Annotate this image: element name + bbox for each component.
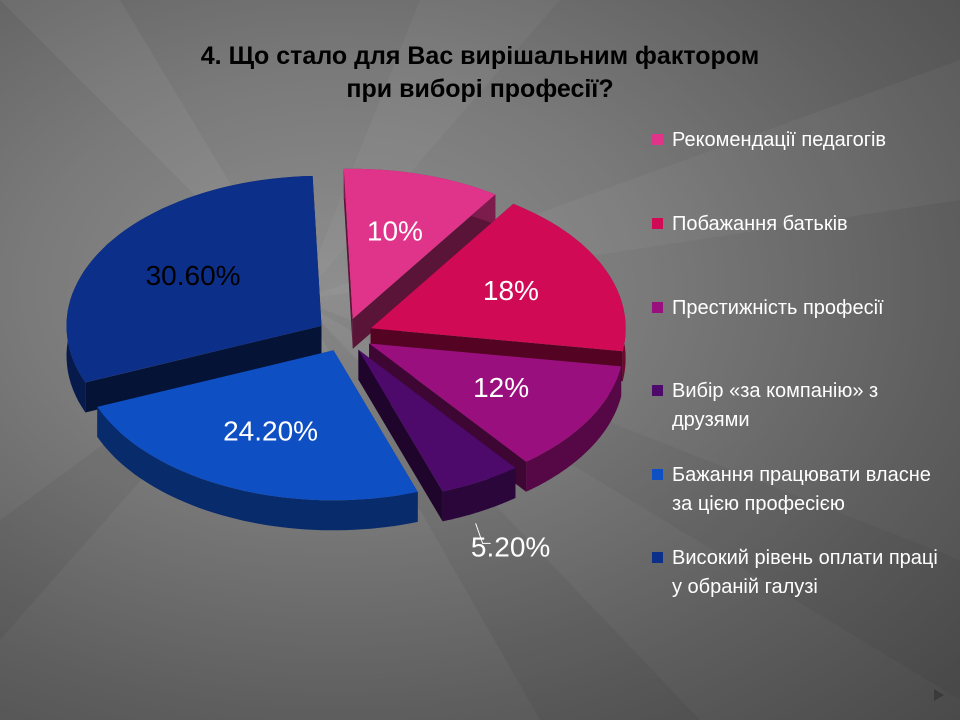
pie-slice [358, 349, 516, 522]
data-label: 10% [367, 215, 423, 246]
legend-marker [652, 552, 663, 563]
pie-slice [66, 175, 322, 413]
slice-rim [97, 406, 418, 531]
legend-marker [652, 134, 663, 145]
slice-top [66, 176, 322, 383]
chart-title-line1: 4. Що стало для Вас вирішальним фактором [200, 42, 760, 70]
data-label: 30.60% [146, 260, 241, 291]
pie-slice [370, 203, 626, 382]
slice-side [85, 325, 322, 413]
data-label: 5.20% [471, 531, 550, 562]
legend-label: Високий рівень оплати праці у обраній га… [672, 547, 938, 598]
legend-marker [652, 218, 663, 229]
slice-top [369, 343, 622, 462]
pie-slice [97, 350, 418, 531]
next-slide-arrow-icon[interactable] [932, 688, 946, 702]
data-label: 12% [473, 372, 529, 403]
legend-marker [652, 385, 663, 396]
slice-rim [442, 467, 516, 522]
slice-side [352, 194, 496, 349]
slice-top [358, 349, 516, 492]
chart-title-line2: при виборі професії? [346, 75, 614, 103]
slice-top [343, 168, 496, 319]
legend-label: Вибір «за компанію» з друзями [672, 380, 879, 431]
legend-label: Рекомендації педагогів [672, 129, 887, 151]
pie-slice [343, 168, 496, 349]
legend-marker [652, 302, 663, 313]
data-label-leader [475, 523, 491, 544]
slice-side [343, 168, 353, 349]
data-label: 24.20% [223, 415, 318, 446]
legend-label: Престижність професії [672, 297, 884, 319]
legend-label: Бажання працювати власне за цією професі… [672, 464, 931, 515]
slice-top [97, 350, 418, 501]
slice-top [370, 203, 626, 352]
chart-title: 4. Що стало для Вас вирішальним фактором… [100, 40, 860, 106]
slice-side [358, 349, 443, 522]
slice-rim [526, 366, 622, 492]
data-label: 18% [483, 275, 539, 306]
legend-marker [652, 469, 663, 480]
legend-label: Побажання батьків [672, 213, 848, 235]
